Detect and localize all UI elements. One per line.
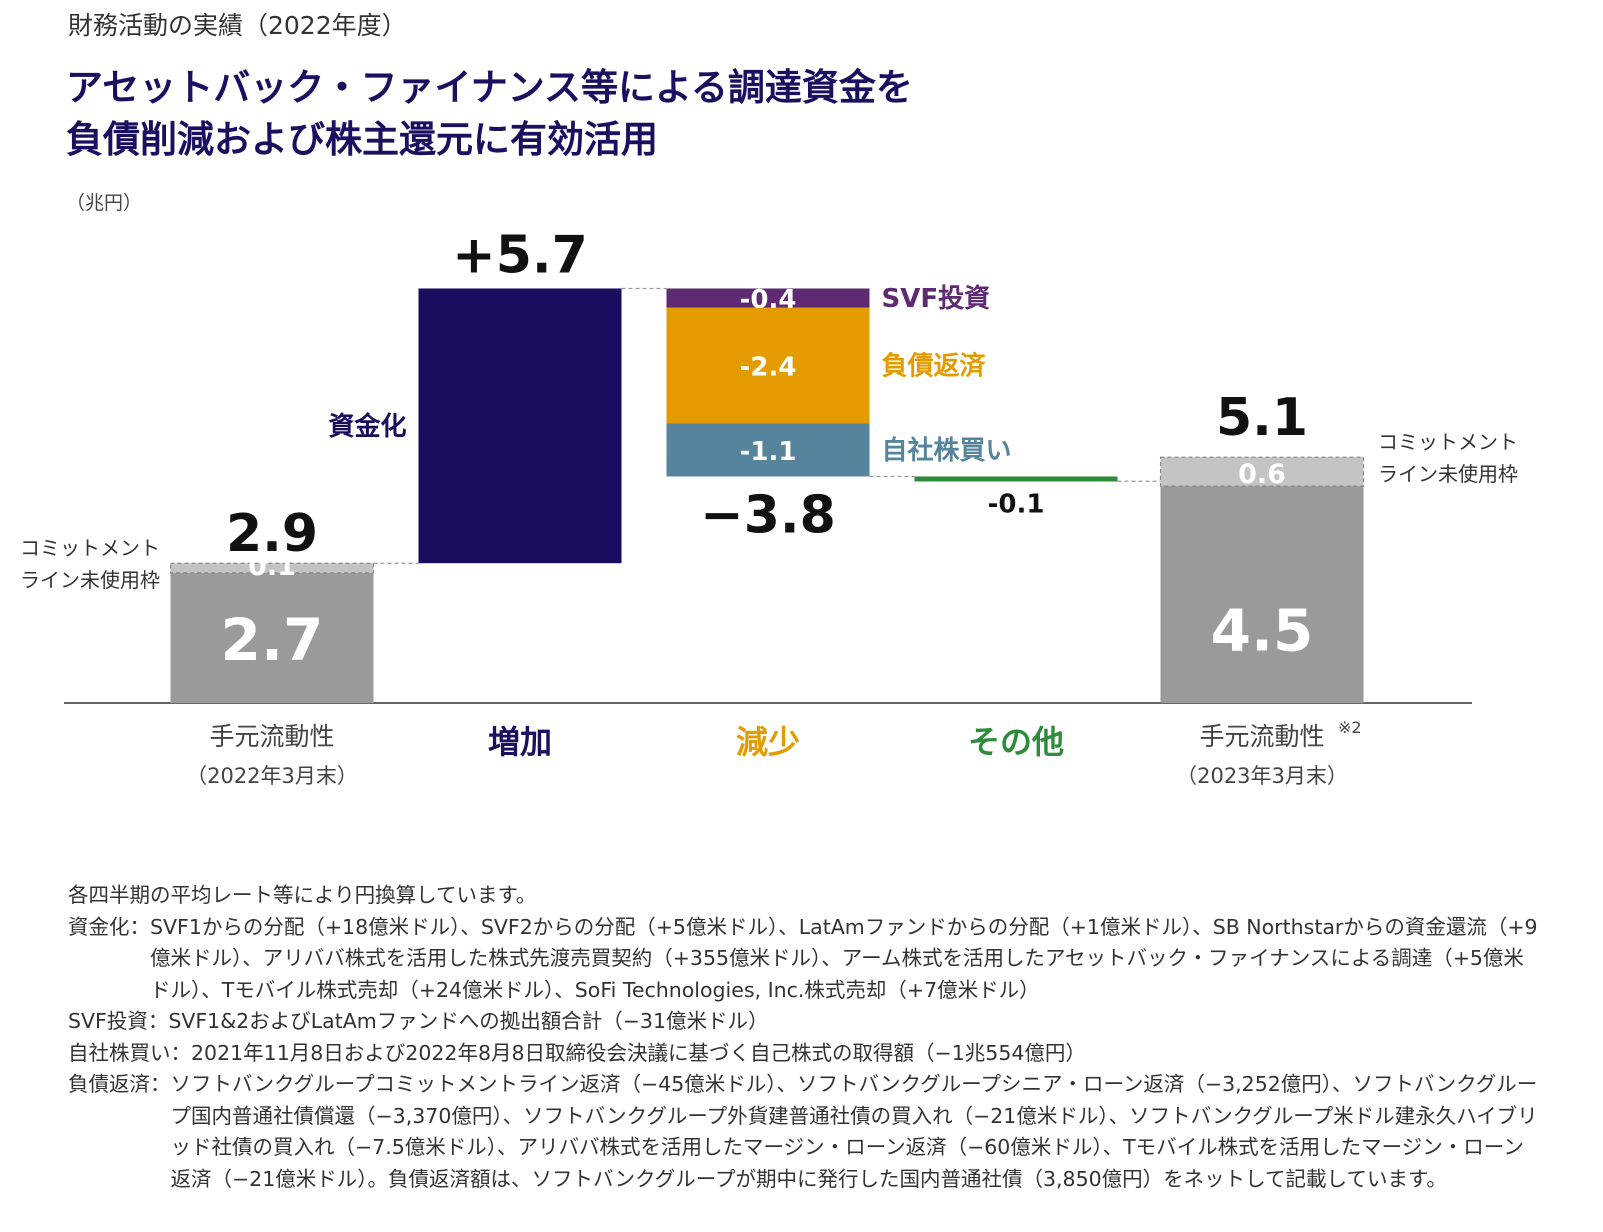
category-label: 増加 <box>488 723 552 761</box>
data-label-start-total: 2.9 <box>226 504 318 564</box>
category-label: 手元流動性 <box>209 722 334 751</box>
footnote-text: 各四半期の平均レート等により円換算しています。 <box>68 883 536 907</box>
footnote-label: 負債返済： <box>68 1069 171 1195</box>
category-sublabel: （2022年3月末） <box>186 764 358 788</box>
footnote-label: 自社株買い： <box>68 1038 191 1070</box>
commitment-note-start-line1: コミットメント <box>20 536 160 560</box>
data-label-other: -0.1 <box>988 489 1045 519</box>
category-sublabel: （2023年3月末） <box>1176 764 1348 788</box>
bar-increase <box>419 288 622 563</box>
series-label-increase: 資金化 <box>328 411 406 442</box>
data-label-end-total: 5.1 <box>1216 388 1308 448</box>
data-label-increase-total: +5.7 <box>452 225 588 285</box>
data-label-end-base: 4.5 <box>1211 597 1314 665</box>
footnote-label: SVF投資： <box>68 1006 168 1038</box>
footnote-text: SVF1&2およびLatAmファンドへの拠出額合計（−31億米ドル） <box>168 1006 768 1038</box>
data-label-decrease-segment: -1.1 <box>740 437 797 467</box>
bar-other <box>915 476 1118 481</box>
footnote-text: 2021年11月8日および2022年8月8日取締役会決議に基づく自己株式の取得額… <box>191 1038 1086 1070</box>
category-label: 減少 <box>736 723 800 761</box>
commitment-note-start-line2: ライン未使用枠 <box>20 568 160 592</box>
headline-line-2: 負債削減および株主還元に有効活用 <box>66 114 913 166</box>
headline-line-1: アセットバック・ファイナンス等による調達資金を <box>66 62 913 114</box>
series-label-decrease-segment: 自社株買い <box>882 435 1012 466</box>
bar-end-base <box>1161 486 1364 703</box>
footnote-item: 自社株買い： 2021年11月8日および2022年8月8日取締役会決議に基づく自己… <box>68 1038 1538 1070</box>
headline: アセットバック・ファイナンス等による調達資金を 負債削減および株主還元に有効活用 <box>66 62 913 166</box>
data-label-end-commitment: 0.6 <box>1238 459 1286 490</box>
commitment-note-end-line2: ライン未使用枠 <box>1378 462 1518 486</box>
commitment-note-end-line1: コミットメント <box>1378 430 1518 454</box>
footnote-item: 各四半期の平均レート等により円換算しています。 <box>68 880 1538 912</box>
data-label-decrease-segment: -2.4 <box>740 353 797 383</box>
footnotes: 各四半期の平均レート等により円換算しています。資金化： SVF1からの分配（+18… <box>68 880 1538 1195</box>
category-label: その他 <box>968 723 1064 761</box>
footnote-item: SVF投資： SVF1&2およびLatAmファンドへの拠出額合計（−31億米ドル） <box>68 1006 1538 1038</box>
footnote-label: 資金化： <box>68 912 150 1007</box>
footnote-text: ソフトバンクグループコミットメントライン返済（−45億米ドル）、ソフトバンクグル… <box>171 1069 1539 1195</box>
data-label-decrease-total: −3.8 <box>700 485 836 545</box>
unit-label: （兆円） <box>66 188 142 215</box>
data-label-start-base: 2.7 <box>221 606 324 674</box>
eyebrow-title: 財務活動の実績（2022年度） <box>68 6 407 42</box>
footnote-item: 資金化： SVF1からの分配（+18億米ドル）、SVF2からの分配（+5億米ドル）… <box>68 912 1538 1007</box>
footnote-text: SVF1からの分配（+18億米ドル）、SVF2からの分配（+5億米ドル）、Lat… <box>150 912 1538 1007</box>
series-label-decrease-segment: 負債返済 <box>882 351 987 382</box>
footnote-item: 負債返済： ソフトバンクグループコミットメントライン返済（−45億米ドル）、ソフト… <box>68 1069 1538 1195</box>
series-label-decrease-segment: SVF投資 <box>882 284 991 314</box>
category-superscript: ※2 <box>1338 718 1362 737</box>
category-label: 手元流動性 <box>1199 722 1324 751</box>
